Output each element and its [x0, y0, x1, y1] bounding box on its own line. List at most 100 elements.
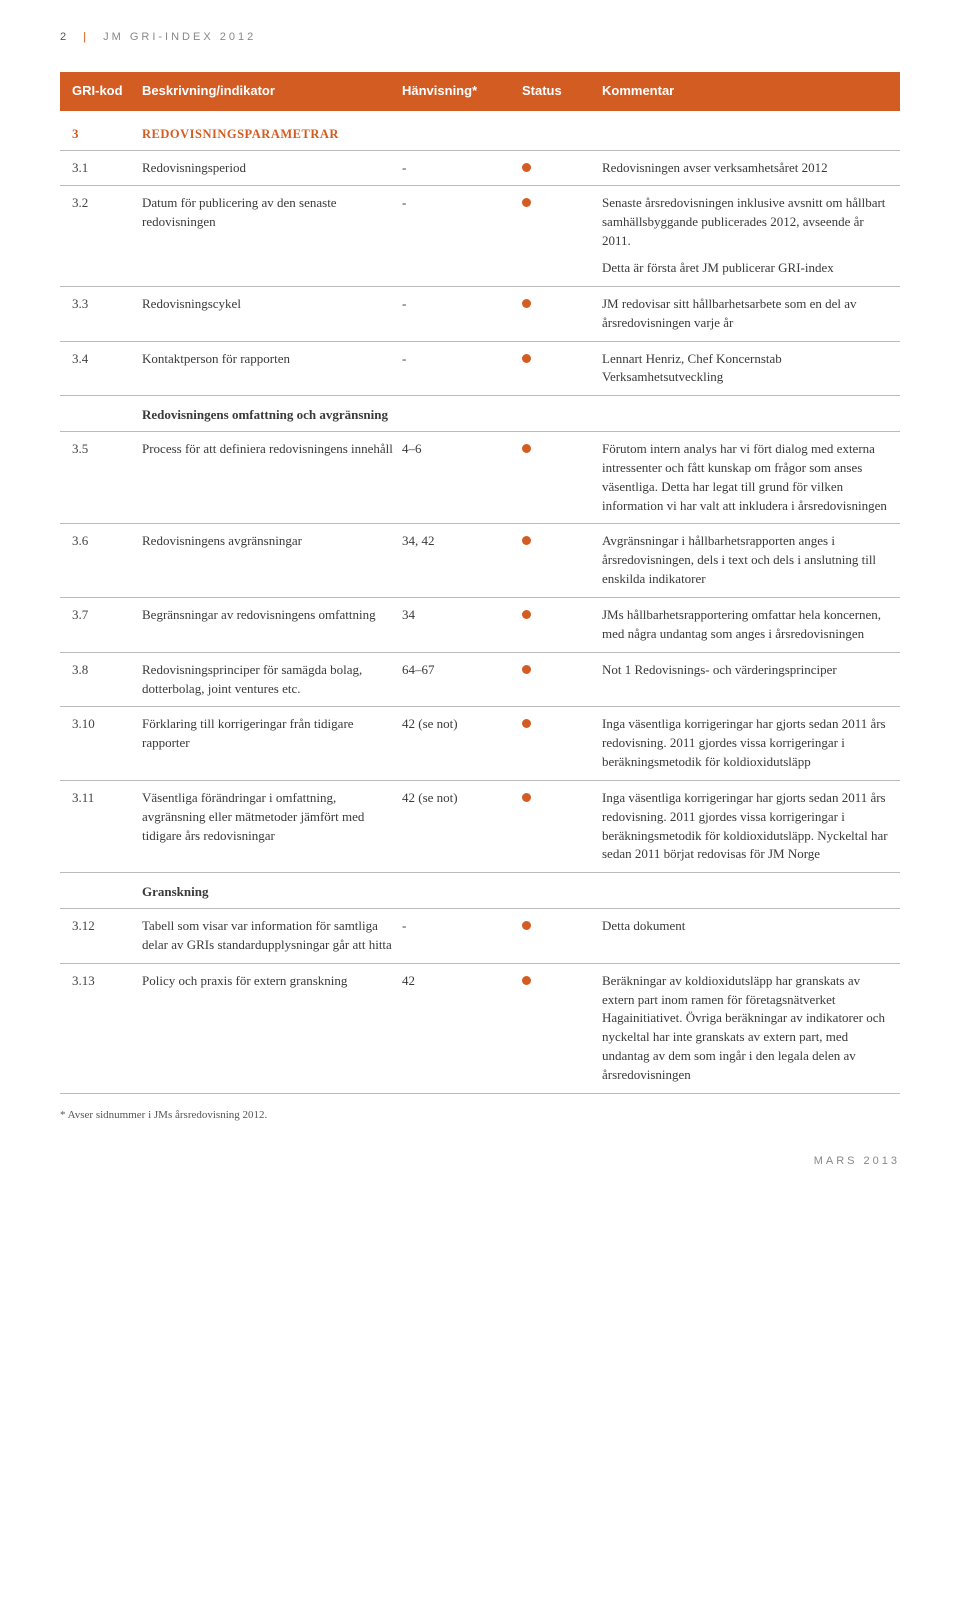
page-header: 2 | JM GRI-INDEX 2012: [60, 30, 900, 46]
status-dot-icon: [522, 536, 531, 545]
table-row: 3.13Policy och praxis för extern granskn…: [60, 964, 900, 1094]
row-ref: 4–6: [402, 440, 522, 515]
row-ref: 64–67: [402, 661, 522, 699]
row-status: [522, 194, 602, 277]
col-header-code: GRI-kod: [72, 82, 142, 101]
subheader-2: Granskning: [142, 883, 402, 902]
row-desc: Datum för publicering av den senaste red…: [142, 194, 402, 277]
row-status: [522, 972, 602, 1085]
row-desc: Väsentliga förändringar i omfattning, av…: [142, 789, 402, 864]
subheader-row: Granskning: [60, 873, 900, 909]
status-dot-icon: [522, 719, 531, 728]
row-code: 3.1: [72, 159, 142, 178]
row-desc: Kontaktperson för rapporten: [142, 350, 402, 388]
row-ref: -: [402, 295, 522, 333]
row-status: [522, 917, 602, 955]
row-code: 3.2: [72, 194, 142, 277]
table-row: 3.5Process för att definiera redovisning…: [60, 432, 900, 524]
row-comment: Beräkningar av koldioxidutsläpp har gran…: [602, 972, 888, 1085]
page-footer: MARS 2013: [60, 1154, 900, 1170]
footnote: * Avser sidnummer i JMs årsredovisning 2…: [60, 1108, 900, 1124]
row-comment: Lennart Henriz, Chef Koncernstab Verksam…: [602, 350, 888, 388]
page-header-text: JM GRI-INDEX 2012: [103, 31, 256, 43]
row-ref: -: [402, 350, 522, 388]
table-row: 3.1Redovisningsperiod- Redovisningen avse…: [60, 151, 900, 187]
status-dot-icon: [522, 976, 531, 985]
table-row: 3.2Datum för publicering av den senaste …: [60, 186, 900, 286]
row-status: [522, 606, 602, 644]
status-dot-icon: [522, 610, 531, 619]
section-code: 3: [72, 125, 142, 144]
table-row: 3.3Redovisningscykel-JM redovisar sitt h…: [60, 287, 900, 342]
row-desc: Policy och praxis för extern granskning: [142, 972, 402, 1085]
row-comment: Förutom intern analys har vi fört dialog…: [602, 440, 888, 515]
status-dot-icon: [522, 354, 531, 363]
row-ref: 34: [402, 606, 522, 644]
row-ref: -: [402, 159, 522, 178]
table-row: 3.8Redovisningsprinciper för samägda bol…: [60, 653, 900, 708]
status-dot-icon: [522, 921, 531, 930]
row-desc: Tabell som visar var information för sam…: [142, 917, 402, 955]
status-dot-icon: [522, 299, 531, 308]
table-row: 3.7Begränsningar av redovisningens omfat…: [60, 598, 900, 653]
row-desc: Redovisningscykel: [142, 295, 402, 333]
row-code: 3.3: [72, 295, 142, 333]
col-header-desc: Beskrivning/indikator: [142, 82, 402, 101]
subheader-1: Redovisningens omfattning och avgränsnin…: [142, 406, 402, 425]
table-header-row: GRI-kod Beskrivning/indikator Hänvisning…: [60, 72, 900, 111]
row-code: 3.12: [72, 917, 142, 955]
row-comment: Redovisningen avser verksamhetsåret 2012: [602, 159, 888, 178]
row-ref: 42: [402, 972, 522, 1085]
table-row: 3.12Tabell som visar var information för…: [60, 909, 900, 964]
row-comment: Inga väsentliga korrigeringar har gjorts…: [602, 789, 888, 864]
status-dot-icon: [522, 198, 531, 207]
table-row: 3.11Väsentliga förändringar i omfattning…: [60, 781, 900, 873]
table-row: 3.10Förklaring till korrigeringar från t…: [60, 707, 900, 781]
row-status: [522, 661, 602, 699]
col-header-status: Status: [522, 82, 602, 101]
row-code: 3.13: [72, 972, 142, 1085]
row-status: [522, 440, 602, 515]
page-number: 2: [60, 31, 69, 43]
row-status: [522, 159, 602, 178]
row-code: 3.10: [72, 715, 142, 772]
header-divider: |: [83, 31, 89, 43]
row-code: 3.6: [72, 532, 142, 589]
status-dot-icon: [522, 444, 531, 453]
row-ref: -: [402, 194, 522, 277]
row-code: 3.8: [72, 661, 142, 699]
col-header-comment: Kommentar: [602, 82, 888, 101]
row-desc: Redovisningens avgränsningar: [142, 532, 402, 589]
status-dot-icon: [522, 163, 531, 172]
row-comment: JMs hållbarhetsrapportering omfattar hel…: [602, 606, 888, 644]
row-comment: Inga väsentliga korrigeringar har gjorts…: [602, 715, 888, 772]
section-title: REDOVISNINGSPARAMETRAR: [142, 125, 402, 144]
col-header-ref: Hänvisning*: [402, 82, 522, 101]
table-row: 3.6Redovisningens avgränsningar34, 42Avg…: [60, 524, 900, 598]
row-code: 3.7: [72, 606, 142, 644]
row-status: [522, 350, 602, 388]
row-comment: Avgränsningar i hållbarhetsrapporten ang…: [602, 532, 888, 589]
row-desc: Redovisningsperiod: [142, 159, 402, 178]
row-comment: Detta dokument: [602, 917, 888, 955]
row-ref: 42 (se not): [402, 715, 522, 772]
row-status: [522, 295, 602, 333]
row-code: 3.11: [72, 789, 142, 864]
status-dot-icon: [522, 665, 531, 674]
row-status: [522, 532, 602, 589]
row-comment: Senaste årsredovisningen inklusive avsni…: [602, 194, 888, 277]
row-ref: 42 (se not): [402, 789, 522, 864]
table-row: 3.4Kontaktperson för rapporten- Lennart H…: [60, 342, 900, 397]
row-desc: Förklaring till korrigeringar från tidig…: [142, 715, 402, 772]
row-desc: Redovisningsprinciper för samägda bolag,…: [142, 661, 402, 699]
row-code: 3.4: [72, 350, 142, 388]
row-comment: Not 1 Redovisnings- och värderingsprinci…: [602, 661, 888, 699]
row-ref: -: [402, 917, 522, 955]
row-desc: Begränsningar av redovisningens omfattni…: [142, 606, 402, 644]
subheader-row: Redovisningens omfattning och avgränsnin…: [60, 396, 900, 432]
row-code: 3.5: [72, 440, 142, 515]
row-desc: Process för att definiera redovisningens…: [142, 440, 402, 515]
row-status: [522, 789, 602, 864]
row-status: [522, 715, 602, 772]
status-dot-icon: [522, 793, 531, 802]
